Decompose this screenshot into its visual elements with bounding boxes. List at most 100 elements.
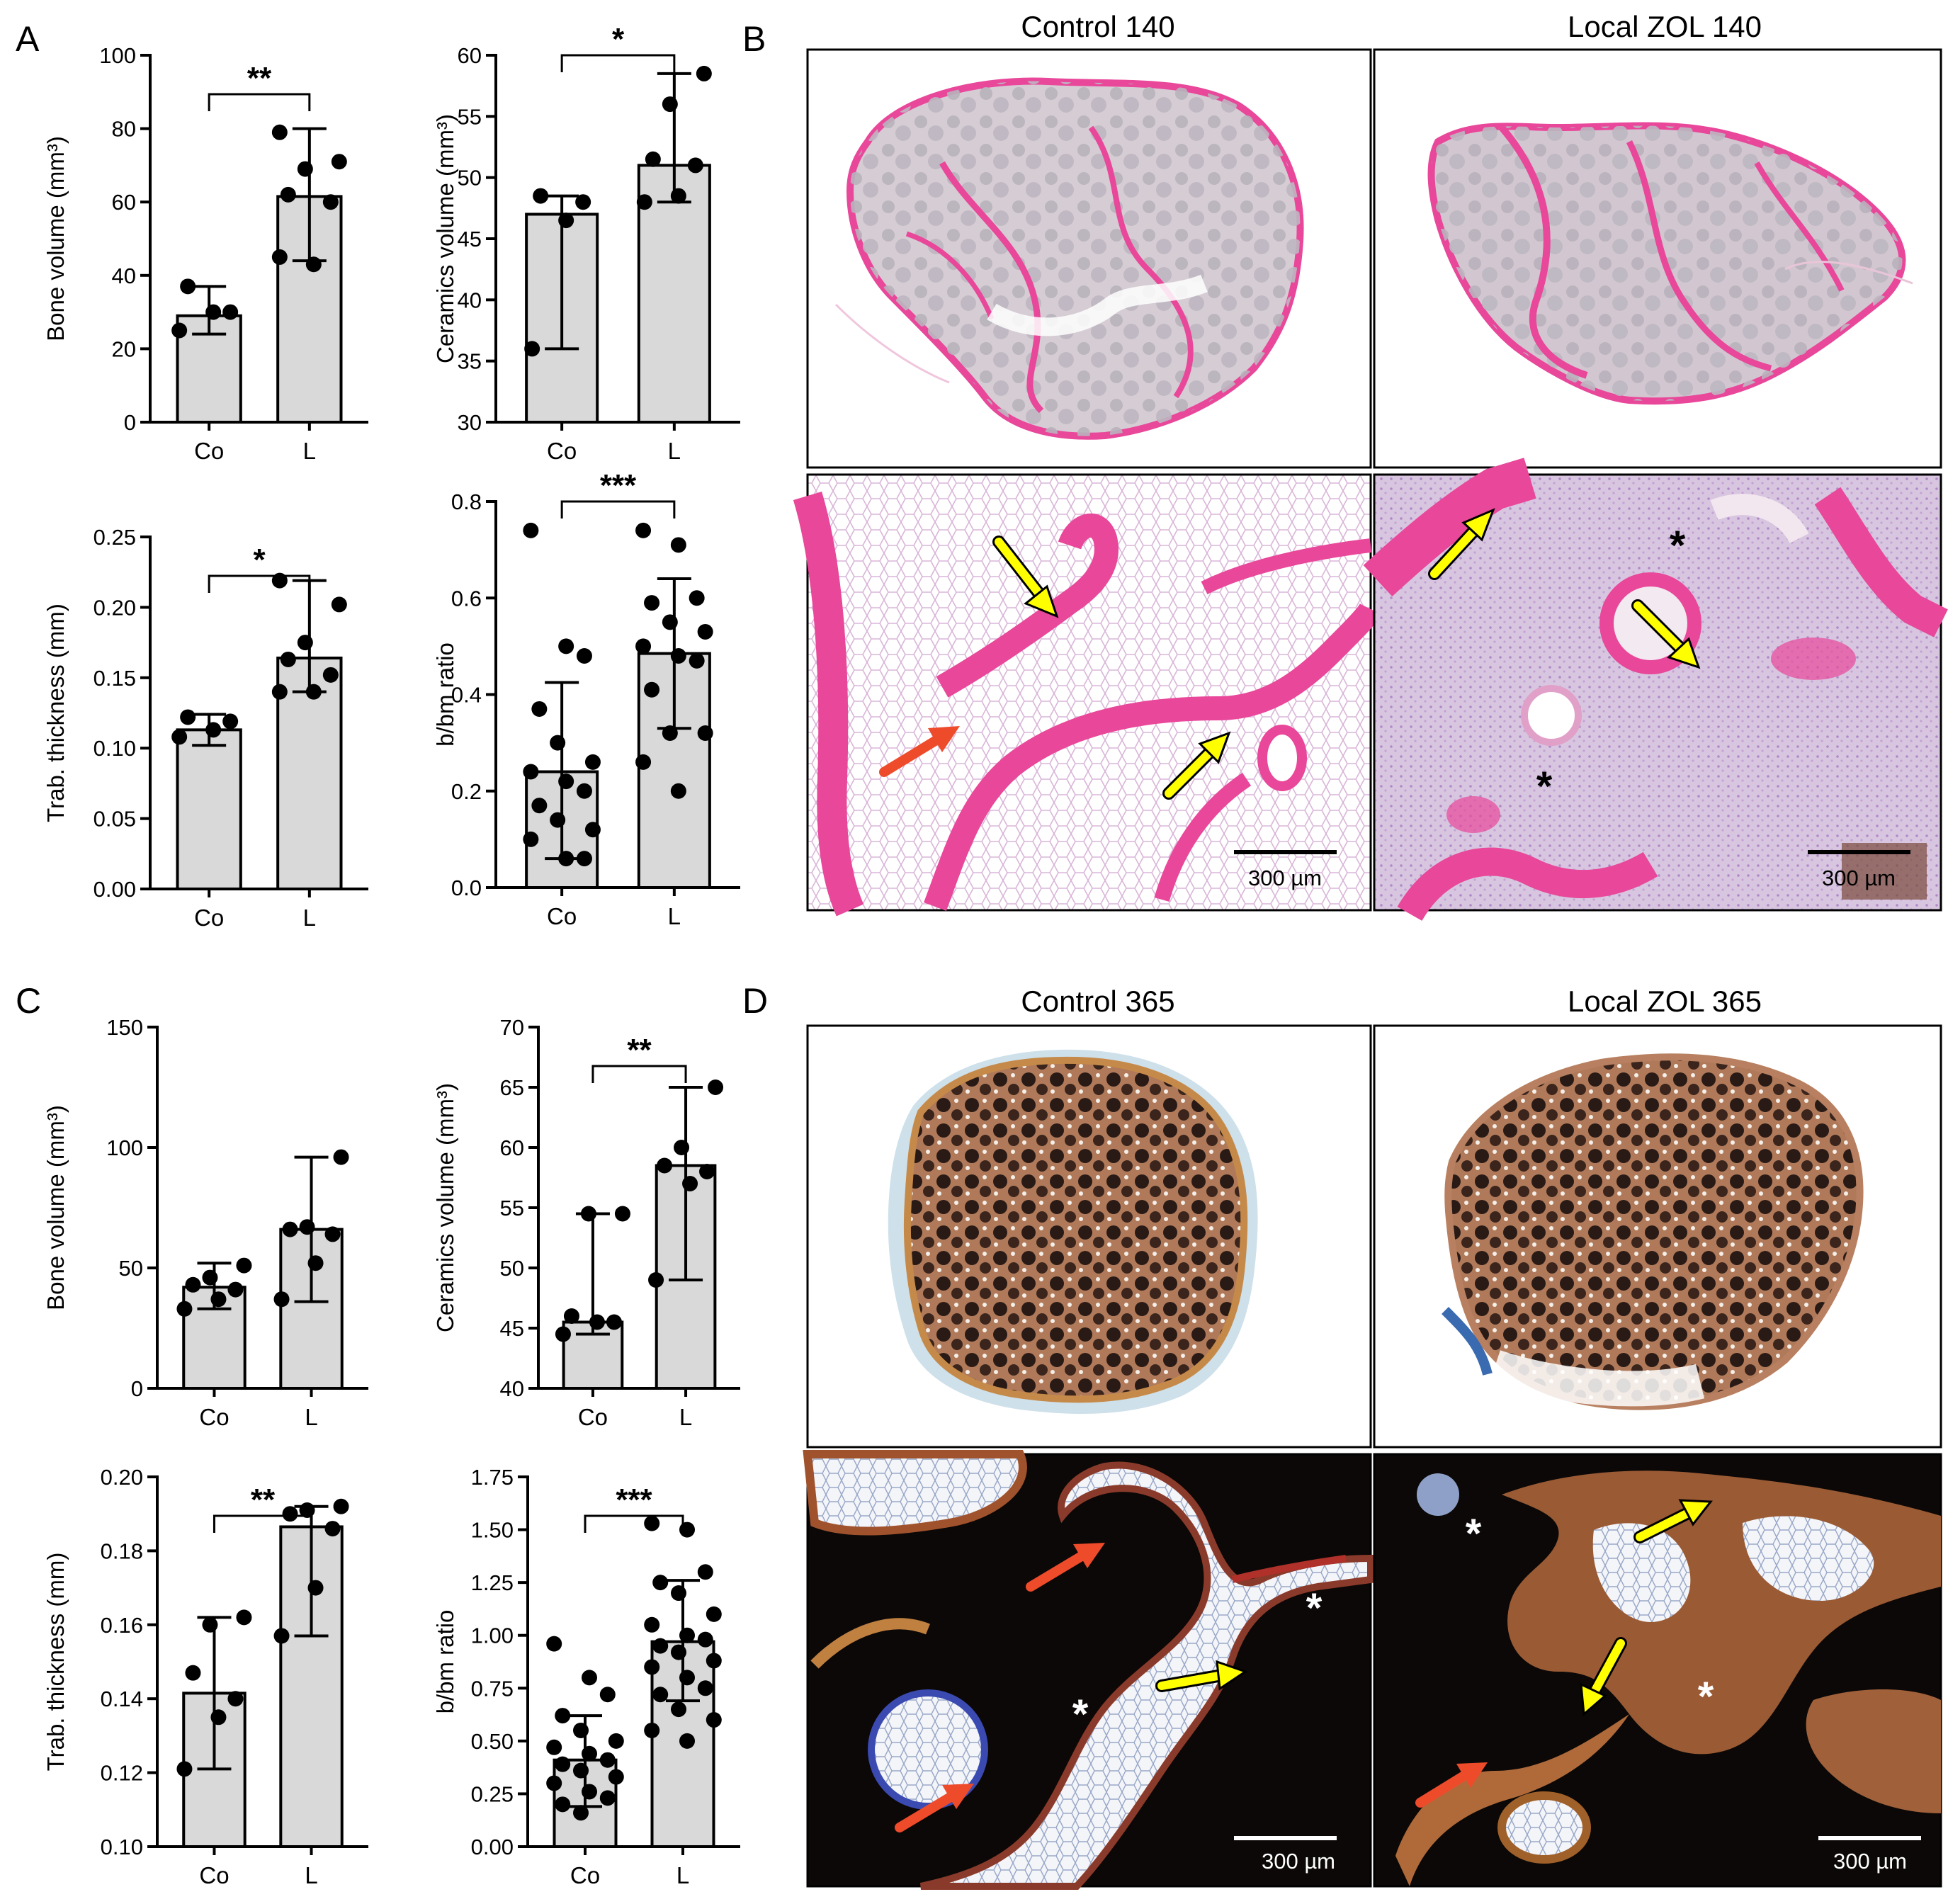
data-point [573,1805,589,1821]
micrograph-control-365-overview [806,1024,1372,1449]
data-point [670,783,686,799]
x-tick-label: Co [570,1862,600,1888]
scale-bar [1234,1836,1337,1840]
data-point [697,623,713,640]
micrograph-local-zol-365-overview [1373,1024,1942,1449]
data-point [222,713,239,730]
data-point [584,822,601,838]
asterisk-marker: * [1698,1674,1714,1720]
data-point [282,1506,298,1522]
y-tick-label: 50 [119,1256,143,1281]
data-point [524,341,540,357]
data-point [563,1308,579,1324]
data-point [576,851,592,867]
data-point [333,1149,349,1165]
significance-bracket [208,93,311,111]
scale-bar-label: 300 µm [1822,866,1896,890]
data-point [706,1606,722,1622]
data-point [576,783,592,799]
y-tick-label: 80 [112,117,136,142]
y-tick-label: 60 [112,190,136,215]
data-point [697,725,713,741]
data-point [280,186,296,203]
y-tick-label: 65 [500,1075,524,1100]
significance-stars: *** [616,1483,652,1517]
y-tick-label: 50 [500,1256,524,1281]
x-tick-label: L [668,903,681,929]
data-point [645,151,661,167]
x-tick-label: Co [199,1862,229,1888]
significance-stars: * [612,22,625,57]
chart-bone-volume-140: 0 20 40 60 80 100 Co L Bone volume (mm³) ** [43,43,368,464]
y-tick-label: 70 [500,1015,524,1040]
data-point [696,65,712,81]
data-point [322,667,339,683]
bar-co [562,1320,624,1390]
chart-ceramics-volume-365: 40 45 50 55 60 65 70 Co L Ceramics volume (mm³) ** [432,1015,740,1430]
micrograph-title-zol-140: Local ZOL 140 [1568,10,1762,43]
data-point [555,1796,571,1813]
asterisk-marker: * [1670,523,1686,569]
significance-stars: ** [627,1033,652,1067]
chart-ceramics-volume-140: 30 35 40 45 50 55 60 Co L Ceramics volume (mm³) * [432,22,740,464]
y-tick-label: 0.20 [101,1465,143,1490]
data-point [280,651,296,667]
y-axis-label: Bone volume (mm³) [43,1105,69,1310]
scale-bar-label: 300 µm [1833,1849,1907,1874]
significance-bracket [591,1065,687,1083]
yellow-arrow-icon [1631,599,1701,669]
data-point [644,1616,660,1633]
data-point [271,684,288,700]
micrograph-control-140-overview [806,48,1372,469]
data-point [706,1712,722,1728]
x-tick-label: L [305,1862,317,1888]
data-point [644,1515,660,1531]
micrograph-local-zol-140-detail: * * 300 µm [1363,458,1948,922]
bar-l [637,164,711,424]
data-point [706,1653,722,1669]
y-axis-label: Trab. thickness (mm) [43,604,69,822]
significance-stars: ** [251,1483,276,1517]
y-tick-label: 0.8 [451,489,482,514]
data-point [271,124,288,140]
y-tick-label: 35 [458,349,482,374]
y-tick-label: 0.00 [94,877,136,902]
data-point [699,1164,715,1179]
data-point [689,652,705,669]
data-point [324,1226,341,1242]
data-point [670,537,686,553]
significance-stars: *** [600,468,637,503]
data-point [533,188,549,204]
y-tick-label: 45 [500,1316,524,1341]
y-tick-label: 0.6 [451,586,482,611]
y-axis-label: Trab. thickness (mm) [43,1553,69,1772]
significance-bracket [584,1514,684,1533]
significance-stars: ** [247,61,272,96]
data-point [531,701,548,717]
red-arrow-icon [879,726,960,777]
asterisk-marker: * [1466,1511,1482,1557]
x-tick-label: L [305,1404,317,1430]
y-tick-label: 0.0 [451,876,482,900]
y-tick-label: 150 [106,1015,143,1040]
y-axis-label: Bone volume (mm³) [43,136,69,341]
y-tick-label: 20 [112,336,136,361]
data-point [531,798,548,814]
y-tick-label: 55 [458,104,482,129]
data-point [555,1326,571,1342]
chart-trab-thickness-140: 0.00 0.05 0.10 0.15 0.20 0.25 Co L Trab. thickne… [43,525,368,931]
y-tick-label: 0 [124,410,136,435]
y-tick-label: 1.25 [471,1570,514,1595]
micrograph-local-zol-140-overview [1373,48,1942,469]
x-tick-label: L [679,1404,692,1430]
data-point [687,157,703,174]
data-point [644,595,660,611]
micrograph-control-140-detail: 300 µm [793,473,1382,917]
data-point [558,638,574,654]
y-tick-label: 0.2 [451,779,482,804]
data-point [644,681,660,698]
y-axis-label: Ceramics volume (mm³) [432,114,458,363]
data-point [523,764,539,780]
y-tick-label: 0.14 [101,1687,143,1711]
